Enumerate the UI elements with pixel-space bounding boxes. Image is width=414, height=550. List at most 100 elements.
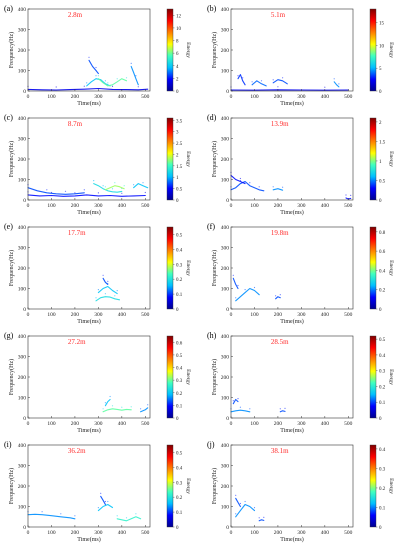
x-tick-label: 500 — [344, 421, 353, 427]
colorbar-tick-label: 4 — [176, 65, 179, 70]
y-axis-label: Frequency(Hz) — [8, 32, 15, 68]
energy-speck — [88, 56, 90, 58]
energy-ridge — [230, 409, 251, 413]
energy-speck — [142, 182, 144, 184]
colorbar-tick-label: 0.6 — [176, 341, 183, 346]
energy-speck — [104, 402, 106, 404]
x-axis-label: Time(ms) — [77, 427, 100, 434]
energy-speck — [97, 192, 99, 194]
y-tick-label: 0 — [23, 198, 26, 204]
energy-speck — [95, 66, 97, 69]
colorbar — [166, 444, 174, 528]
y-tick-label: 100 — [18, 396, 27, 402]
energy-speck — [239, 406, 241, 408]
energy-ridge — [97, 285, 118, 295]
x-tick-label: 400 — [321, 94, 330, 100]
y-axis-label: Frequency(Hz) — [211, 359, 218, 395]
x-tick-label: 300 — [94, 203, 103, 209]
energy-speck — [104, 186, 106, 188]
colorbar-tick-label: 1.5 — [176, 165, 183, 170]
x-tick-label: 100 — [47, 203, 56, 209]
colorbar-tick-label: 0.8 — [379, 231, 386, 236]
energy-ridge — [97, 78, 128, 87]
colorbar-tick-label: 0.2 — [176, 278, 183, 283]
energy-ridge — [272, 188, 284, 191]
energy-ridge — [237, 74, 246, 86]
energy-speck — [95, 297, 97, 299]
energy-speck — [235, 297, 237, 299]
x-axis-label: Time(ms) — [280, 536, 303, 543]
y-tick-label: 100 — [221, 396, 230, 402]
energy-speck — [121, 192, 123, 194]
energy-ridge — [230, 174, 246, 185]
energy-speck — [100, 492, 102, 494]
colorbar-tick-label: 0 — [176, 526, 179, 531]
panel-label: (j) — [207, 440, 215, 449]
colorbar-tick-label: 0 — [379, 526, 382, 531]
colorbar-tick-label: 12 — [176, 14, 182, 19]
x-axis-label: Time(ms) — [77, 100, 100, 107]
colorbar-tick-label: 0.4 — [176, 248, 183, 253]
energy-speck — [232, 274, 234, 276]
colorbar — [369, 335, 377, 419]
y-tick-label: 0 — [226, 525, 229, 531]
y-tick-label: 200 — [221, 157, 230, 163]
plot-area — [231, 118, 353, 200]
x-tick-label: 400 — [118, 203, 127, 209]
energy-speck — [86, 82, 88, 84]
energy-ridge — [235, 287, 260, 302]
y-tick-label: 0 — [23, 307, 26, 313]
panel-f: (f) 19.8m 0 100 200 300 400 500 0 100 200 300 400 Tim… — [207, 222, 394, 325]
energy-ridge — [27, 513, 76, 520]
energy-speck — [253, 286, 256, 289]
x-tick-label: 500 — [344, 203, 353, 209]
energy-speck — [263, 516, 265, 518]
energy-speck — [111, 405, 114, 407]
energy-ridge — [235, 497, 241, 508]
panel-h: (h) 28.5m 0 100 200 300 400 500 0 100 200 300 400 Tim… — [207, 331, 394, 434]
energy-ridge — [130, 65, 139, 86]
colorbar-tick-label: 0.5 — [379, 338, 386, 343]
x-tick-label: 100 — [250, 312, 259, 318]
energy-ridge — [235, 503, 256, 518]
energy-ridge — [27, 187, 85, 195]
energy-speck — [282, 77, 284, 79]
colorbar-tick-label: 0.6 — [379, 250, 386, 255]
x-axis-label: Time(ms) — [280, 427, 303, 434]
energy-speck — [74, 192, 76, 194]
x-tick-label: 100 — [47, 312, 56, 318]
energy-speck — [83, 189, 85, 191]
x-tick-label: 400 — [118, 530, 127, 536]
plot-area — [231, 445, 353, 527]
colorbar-tick-label: 0.1 — [176, 511, 183, 516]
y-tick-label: 0 — [226, 307, 229, 313]
colorbar-tick-label: 0.5 — [176, 233, 183, 238]
x-axis-label: Time(ms) — [77, 536, 100, 543]
energy-speck — [251, 81, 253, 83]
x-tick-label: 100 — [47, 530, 56, 536]
energy-speck — [102, 274, 104, 276]
x-tick-label: 400 — [118, 94, 127, 100]
colorbar-tick-label: 2 — [176, 77, 179, 82]
energy-ridge — [93, 183, 123, 193]
depth-annotation: 38.1m — [271, 447, 289, 455]
x-tick-label: 300 — [297, 203, 306, 209]
y-axis-label: Frequency(Hz) — [8, 250, 15, 286]
depth-annotation: 27.2m — [68, 338, 86, 346]
colorbar-tick-label: 0 — [176, 308, 179, 313]
y-tick-label: 400 — [221, 225, 230, 231]
colorbar-tick-label: 0.5 — [176, 354, 183, 359]
x-tick-label: 200 — [71, 94, 80, 100]
energy-speck — [277, 86, 279, 88]
energy-ridge — [104, 185, 125, 191]
colorbar-tick-label: 2.5 — [176, 142, 183, 147]
panel-label: (h) — [207, 331, 217, 340]
energy-speck — [111, 85, 114, 87]
y-tick-label: 300 — [221, 246, 230, 252]
energy-speck — [345, 194, 347, 196]
energy-speck — [107, 280, 109, 282]
y-tick-label: 100 — [18, 505, 27, 511]
y-tick-label: 100 — [221, 287, 230, 293]
energy-speck — [272, 79, 274, 81]
